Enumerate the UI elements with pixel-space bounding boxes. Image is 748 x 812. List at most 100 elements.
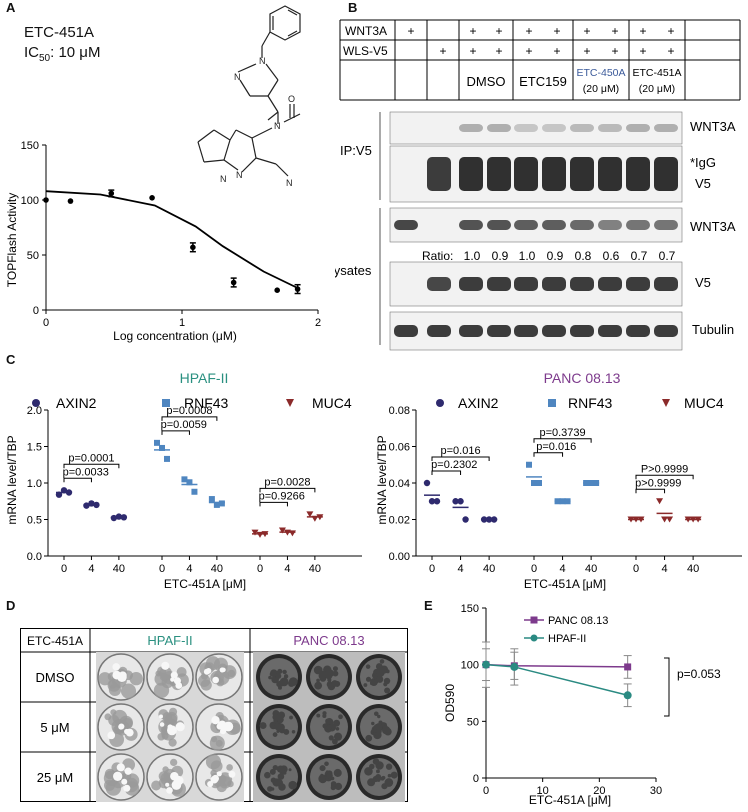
hpaf-title: HPAF-II	[180, 370, 229, 386]
colony	[270, 787, 275, 791]
x-tick-label: 1	[179, 317, 185, 329]
plus-wls: +	[525, 44, 532, 58]
topflash-chart: 0 50 100 150 0 1 2 Log concentration (μM) TOPF…	[5, 140, 321, 343]
colony	[363, 683, 368, 687]
d-row-dmso: DMSO	[36, 670, 75, 685]
blot-band	[542, 325, 566, 337]
data-point	[149, 195, 155, 201]
muc4-point	[288, 530, 296, 537]
muc4-point	[627, 516, 635, 523]
rnf43-point	[191, 488, 198, 495]
muc4-point	[666, 516, 674, 523]
mrna-charts: HPAF-II PANC 08.13 AXIN2 RNF43 MUC4 AXIN2 RN…	[5, 370, 742, 591]
colony	[272, 764, 279, 771]
compound-name: ETC-451A	[24, 24, 95, 41]
clearing	[158, 714, 163, 719]
x-tick-label: 0	[531, 563, 537, 575]
blot-band	[427, 157, 451, 191]
legend-label: MUC4	[312, 395, 352, 411]
colony	[278, 783, 286, 791]
colony	[365, 676, 372, 682]
x-tick-label: 0	[483, 785, 489, 797]
c-left-ylabel: mRNA level/TBP	[5, 435, 19, 524]
blot-band	[598, 277, 622, 291]
colony	[275, 673, 280, 678]
colony	[365, 734, 373, 742]
d-row-25um: 25 μM	[37, 770, 73, 785]
plus-wls: +	[611, 44, 618, 58]
clearing	[223, 721, 234, 732]
row-label-wnt3a: WNT3A	[345, 24, 387, 38]
plus-wnt3a: +	[639, 24, 646, 38]
d-header: ETC-451A	[27, 634, 83, 648]
colony	[369, 681, 374, 686]
colony	[278, 685, 282, 690]
clearing	[175, 722, 185, 732]
x-tick-label: 4	[284, 563, 290, 575]
x-tick-label: 0	[429, 563, 435, 575]
legend-axin2-marker	[32, 399, 40, 407]
ratio-value: 1.0	[519, 249, 536, 263]
colony	[282, 669, 287, 675]
colony	[373, 711, 379, 717]
blot-band	[427, 277, 451, 291]
clearing	[116, 763, 125, 772]
y-tick-label: 150	[461, 603, 479, 615]
lysates-label: Lysates	[335, 263, 372, 278]
y-tick-label: 0	[473, 773, 479, 785]
panel-label-b: B	[348, 0, 358, 15]
rnf43-point	[154, 439, 160, 446]
od590-chart: 0 50 100 150 0 10 20 30 PANC 08.13 HPAF-II OD590…	[443, 603, 721, 807]
muc4-point	[637, 516, 645, 523]
colony	[334, 680, 341, 687]
hpaf-point	[482, 660, 490, 669]
sig-bracket	[161, 416, 218, 421]
colony	[375, 663, 383, 670]
y-tick-label: 0.02	[389, 515, 410, 527]
x-tick-label: 30	[650, 785, 662, 797]
clearing	[216, 771, 222, 777]
colony	[329, 720, 334, 724]
ic50-text: IC50: 10 μM	[24, 44, 101, 64]
c-right-ylabel: mRNA level/TBP	[375, 435, 389, 524]
colony	[289, 715, 293, 720]
blot-band	[542, 277, 566, 291]
rnf43-point	[536, 480, 542, 486]
colony	[151, 780, 162, 791]
colony	[153, 682, 170, 699]
colony	[338, 714, 343, 720]
panc-title: PANC 08.13	[544, 370, 621, 386]
panel-b: WNT3A WLS-V5 + + + + + + + + + + + + + + + + + + DMSO ETC…	[327, 0, 748, 352]
muc4-point	[684, 516, 692, 523]
colony	[288, 768, 292, 772]
rnf43-point	[583, 480, 590, 486]
plus-wnt3a: +	[525, 24, 532, 38]
blot-band	[654, 157, 678, 191]
rnf43-point	[588, 480, 595, 486]
colony	[215, 739, 223, 747]
colony	[289, 681, 295, 687]
legend-axin2-marker	[436, 399, 444, 407]
colony	[269, 768, 276, 775]
rnf43-point	[526, 461, 532, 468]
blot-band	[654, 325, 678, 337]
data-point	[190, 244, 196, 251]
ratio-value: 0.7	[631, 249, 648, 263]
atom-n2: N	[234, 72, 241, 82]
blot-label-v5-lys: V5	[695, 275, 711, 290]
hpaf-point	[510, 662, 519, 671]
blot-band	[598, 124, 622, 132]
x-tick-label: 4	[88, 563, 94, 575]
colony	[322, 713, 327, 719]
plus-wnt3a: +	[469, 24, 476, 38]
legend-label: RNF43	[568, 395, 613, 411]
c-left-xlabel: ETC-451A [μM]	[164, 577, 246, 591]
x-tick-label: 20	[593, 785, 605, 797]
colony	[272, 732, 278, 737]
p-value: P>0.9999	[641, 463, 688, 475]
sig-bracket	[635, 488, 666, 494]
x-tick-label: 40	[309, 563, 321, 575]
atom-n1: N	[259, 56, 266, 66]
blot-label-v5-ip: V5	[695, 176, 711, 191]
axin2-point	[55, 491, 63, 498]
